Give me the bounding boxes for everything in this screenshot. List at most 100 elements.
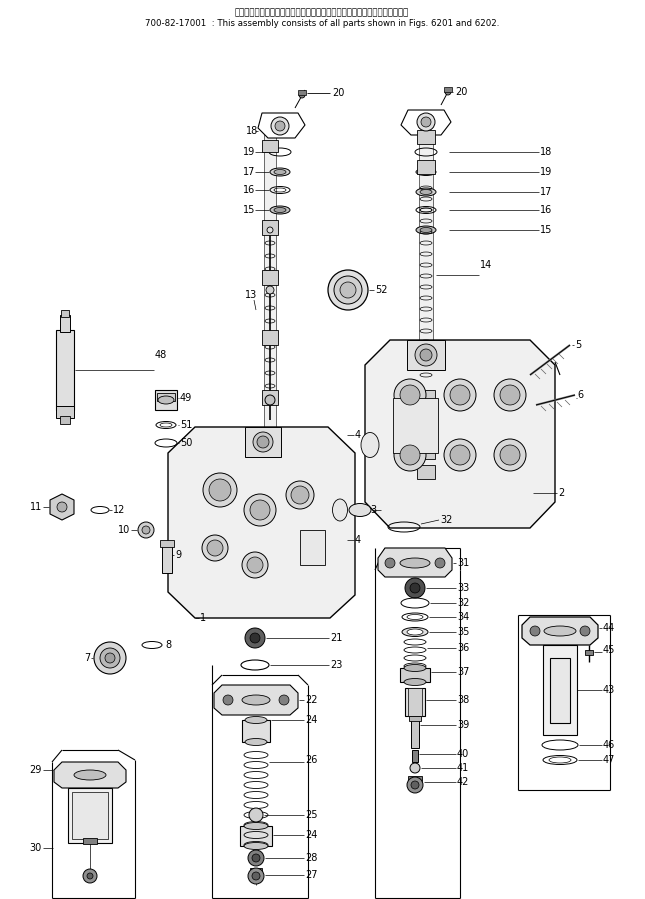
Text: 50: 50 [180,438,192,448]
Circle shape [530,626,540,636]
Text: 14: 14 [480,260,492,270]
Circle shape [209,479,231,501]
Circle shape [242,552,268,578]
Text: 18: 18 [540,147,552,157]
Circle shape [291,486,309,504]
Bar [262,270,278,285]
Ellipse shape [404,664,426,672]
Bar [56,330,74,410]
Circle shape [247,557,263,573]
Text: 39: 39 [457,720,470,730]
Text: 17: 17 [540,187,552,197]
Text: 13: 13 [245,290,257,300]
Ellipse shape [416,188,436,196]
Polygon shape [50,494,74,520]
Circle shape [494,379,526,411]
Polygon shape [378,548,452,577]
Bar [245,427,281,457]
Text: 40: 40 [457,749,470,759]
Circle shape [279,695,289,705]
Bar [417,130,435,144]
Bar [262,430,278,442]
Bar [550,658,570,723]
Bar [407,340,445,370]
Circle shape [405,578,425,598]
Circle shape [444,439,476,471]
Text: 11: 11 [30,502,42,512]
Text: 21: 21 [330,633,342,643]
Text: 27: 27 [305,870,317,880]
Bar [417,390,435,404]
Text: 22: 22 [305,695,317,705]
Text: 37: 37 [457,667,470,677]
Bar [417,160,435,174]
Text: 2: 2 [558,488,564,498]
Bar [298,90,306,95]
Text: 3: 3 [370,505,376,515]
Text: 700-82-17001  : This assembly consists of all parts shown in Figs. 6201 and 6202: 700-82-17001 : This assembly consists of… [145,19,499,28]
Circle shape [202,535,228,561]
Text: 28: 28 [305,853,317,863]
Text: 38: 38 [457,695,470,705]
Text: 30: 30 [30,843,42,853]
Circle shape [250,633,260,643]
Text: 33: 33 [457,583,470,593]
Circle shape [421,117,431,127]
Bar [240,826,272,846]
Text: 41: 41 [457,763,470,773]
Circle shape [266,286,274,294]
Circle shape [411,781,419,789]
Circle shape [286,481,314,509]
Circle shape [394,439,426,471]
Text: 48: 48 [155,350,167,360]
Ellipse shape [270,168,290,176]
Bar [585,650,593,655]
Bar [419,130,433,500]
Circle shape [250,500,270,520]
Text: 51: 51 [180,420,192,430]
Circle shape [500,445,520,465]
Text: 46: 46 [603,740,615,750]
Circle shape [252,854,260,862]
Text: 23: 23 [330,660,342,670]
Circle shape [445,89,451,95]
Circle shape [580,626,590,636]
Circle shape [252,872,260,880]
Circle shape [420,349,432,361]
Text: 18: 18 [246,126,258,136]
Bar [83,838,97,844]
Text: 24: 24 [305,830,317,840]
Text: 19: 19 [540,167,552,177]
Circle shape [207,540,223,556]
Text: 49: 49 [180,393,192,403]
Bar [417,465,435,479]
Text: 25: 25 [305,810,317,820]
Bar [417,445,435,459]
Polygon shape [522,617,598,645]
Text: 29: 29 [30,765,42,775]
Text: 8: 8 [165,640,171,650]
Bar [60,416,70,424]
Text: 16: 16 [243,185,255,195]
Bar [400,668,430,682]
Bar [408,776,422,781]
Bar [242,720,270,742]
Circle shape [267,227,273,233]
Polygon shape [54,762,126,788]
Ellipse shape [420,190,432,194]
Bar [157,393,175,401]
Bar [60,315,70,332]
Polygon shape [168,427,355,618]
Ellipse shape [244,842,268,850]
Bar [155,390,177,410]
Text: 24: 24 [305,715,317,725]
Ellipse shape [420,227,432,233]
Circle shape [223,695,233,705]
Circle shape [385,558,395,568]
Circle shape [410,583,420,593]
Bar [543,645,577,735]
Circle shape [105,653,115,663]
Ellipse shape [74,770,106,780]
Circle shape [94,642,126,674]
Circle shape [394,379,426,411]
